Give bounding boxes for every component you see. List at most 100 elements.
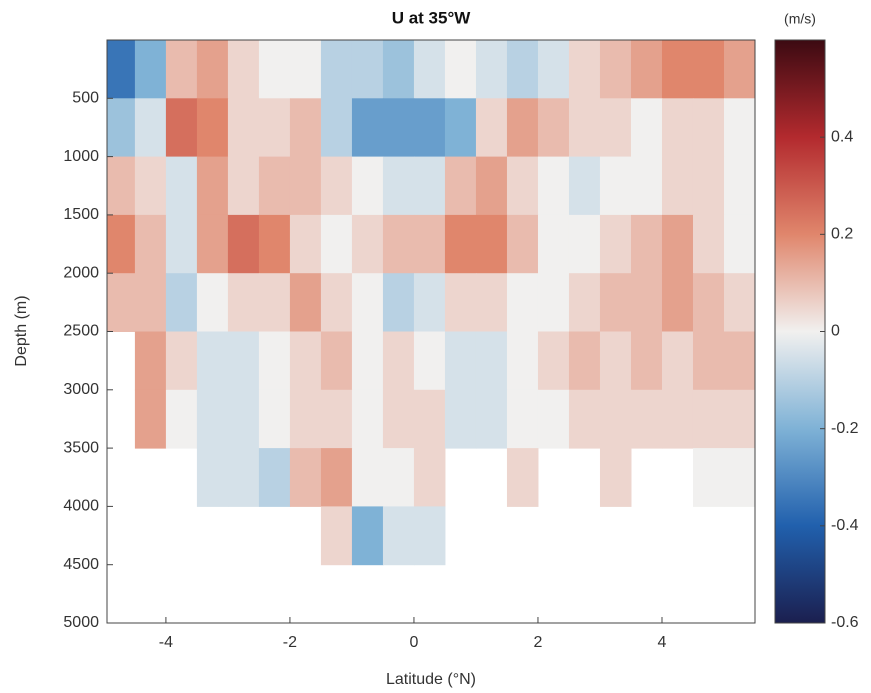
heatmap-cell <box>506 98 539 158</box>
heatmap-cell <box>382 389 415 449</box>
heatmap-cell <box>134 156 167 216</box>
heatmap-cell <box>537 98 570 158</box>
heatmap-cell <box>537 331 570 391</box>
heatmap-cell <box>506 331 539 391</box>
heatmap-cell <box>630 214 663 274</box>
heatmap-cell <box>661 214 694 274</box>
x-tick-label: 0 <box>409 634 418 651</box>
heatmap-cell <box>258 98 291 158</box>
heatmap-cell <box>227 448 260 507</box>
heatmap-cell <box>134 331 167 391</box>
heatmap-cell <box>413 448 446 507</box>
heatmap-cell <box>289 389 322 449</box>
heatmap-cell <box>630 389 663 449</box>
heatmap-cell <box>537 156 570 216</box>
heatmap-cell <box>537 40 570 99</box>
heatmap-cell <box>165 331 198 391</box>
y-tick-label: 2000 <box>63 264 99 281</box>
heatmap-cell <box>599 156 632 216</box>
heatmap-cell <box>444 98 477 158</box>
heatmap-cell <box>351 156 384 216</box>
heatmap-cell <box>320 273 353 332</box>
heatmap-cell <box>289 273 322 332</box>
heatmap-cell <box>134 40 167 99</box>
heatmap-cell <box>723 156 755 216</box>
heatmap-cell <box>568 156 601 216</box>
heatmap-cell <box>320 40 353 99</box>
heatmap-cell <box>227 156 260 216</box>
heatmap-cell <box>413 273 446 332</box>
y-tick-label: 3500 <box>63 439 99 456</box>
x-tick-label: 2 <box>534 634 543 651</box>
heatmap-cell <box>134 273 167 332</box>
colorbar-tick-label: 0.4 <box>831 128 853 145</box>
heatmap-cell <box>107 40 136 99</box>
heatmap-cell <box>382 40 415 99</box>
heatmap-cell <box>599 448 632 507</box>
heatmap-cell <box>599 273 632 332</box>
heatmap-cell <box>382 448 415 507</box>
heatmap-cell <box>661 40 694 99</box>
heatmap-cell <box>320 389 353 449</box>
heatmap-cell <box>107 214 136 274</box>
colorbar <box>774 39 826 624</box>
heatmap-cell <box>382 214 415 274</box>
heatmap-cell <box>661 273 694 332</box>
heatmap-cell <box>107 98 136 158</box>
heatmap-cell <box>258 448 291 507</box>
heatmap-cell <box>258 273 291 332</box>
heatmap-cell <box>630 156 663 216</box>
heatmap-cell <box>107 273 136 332</box>
heatmap-cell <box>723 448 755 507</box>
y-tick-label: 1000 <box>63 148 99 165</box>
heatmap-cell <box>692 156 725 216</box>
heatmap-cell <box>165 156 198 216</box>
heatmap-cell <box>444 389 477 449</box>
heatmap-cell <box>444 273 477 332</box>
heatmap-cell <box>258 389 291 449</box>
heatmap-cell <box>165 98 198 158</box>
heatmap-cell <box>196 40 229 99</box>
heatmap-cell <box>351 273 384 332</box>
heatmap-cell <box>630 98 663 158</box>
heatmap-cell <box>351 389 384 449</box>
heatmap-cell <box>568 389 601 449</box>
heatmap-cell <box>475 273 508 332</box>
heatmap-cell <box>568 40 601 99</box>
heatmap-cell <box>475 214 508 274</box>
heatmap-cell <box>599 98 632 158</box>
colorbar-label: (m/s) <box>784 11 816 27</box>
heatmap-cell <box>289 331 322 391</box>
heatmap-cell <box>692 389 725 449</box>
heatmap-cell <box>320 98 353 158</box>
heatmap-cell <box>320 448 353 507</box>
y-tick-label: 4500 <box>63 556 99 573</box>
heatmap-cell <box>413 214 446 274</box>
y-tick-label: 5000 <box>63 614 99 631</box>
heatmap-cell <box>351 98 384 158</box>
heatmap-cell <box>227 389 260 449</box>
heatmap-cell <box>444 156 477 216</box>
heatmap-cell <box>692 40 725 99</box>
heatmap-cell <box>134 98 167 158</box>
heatmap-cell <box>289 156 322 216</box>
heatmap-cell <box>258 331 291 391</box>
colorbar-tick-label: -0.4 <box>831 517 859 534</box>
heatmap-cell <box>599 214 632 274</box>
x-axis-label: Latitude (°N) <box>386 671 476 688</box>
heatmap-cell <box>692 273 725 332</box>
heatmap-cell <box>692 214 725 274</box>
heatmap-cell <box>723 214 755 274</box>
heatmap-cell <box>444 40 477 99</box>
colorbar-tick-label: 0 <box>831 323 840 340</box>
heatmap-cell <box>630 273 663 332</box>
heatmap-cell <box>227 273 260 332</box>
heatmap-cell <box>599 40 632 99</box>
heatmap-cell <box>413 331 446 391</box>
heatmap-cell <box>506 40 539 99</box>
heatmap-cell <box>134 214 167 274</box>
heatmap-cell <box>506 448 539 507</box>
heatmap-cell <box>475 40 508 99</box>
heatmap-cell <box>568 273 601 332</box>
heatmap-cell <box>723 40 755 99</box>
